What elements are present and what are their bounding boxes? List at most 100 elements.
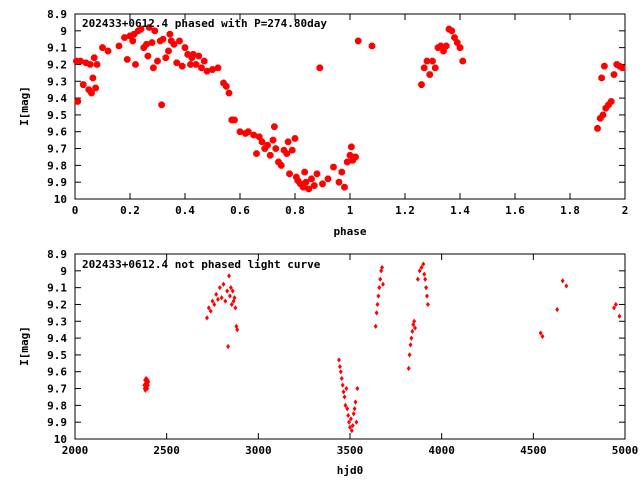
x-tick-label: 2000 bbox=[62, 444, 89, 457]
data-point bbox=[418, 81, 425, 88]
y-tick-label: 10 bbox=[54, 193, 67, 206]
data-point bbox=[145, 377, 150, 383]
x-tick-label: 0.8 bbox=[285, 204, 305, 217]
data-point bbox=[415, 276, 420, 282]
chart-title: 202433+0612.4 phased with P=274.80day bbox=[82, 17, 327, 30]
axis-ticks bbox=[74, 13, 626, 200]
x-axis-label: phase bbox=[333, 225, 366, 238]
x-tick-label: 1.8 bbox=[560, 204, 580, 217]
data-point bbox=[192, 61, 200, 68]
data-point bbox=[610, 71, 618, 78]
data-point bbox=[205, 315, 209, 321]
data-point bbox=[151, 27, 159, 35]
data-point bbox=[338, 369, 343, 375]
data-point bbox=[594, 125, 601, 132]
data-point bbox=[144, 375, 149, 382]
data-point bbox=[123, 56, 131, 63]
data-point bbox=[453, 39, 461, 46]
data-point bbox=[283, 150, 291, 157]
data-point bbox=[337, 357, 341, 363]
data-point bbox=[343, 402, 348, 408]
data-point bbox=[375, 301, 380, 308]
data-point bbox=[417, 268, 422, 274]
data-point bbox=[425, 301, 430, 308]
data-point bbox=[232, 295, 237, 301]
data-point bbox=[217, 285, 222, 291]
data-point bbox=[221, 281, 226, 287]
data-point bbox=[302, 178, 310, 186]
y-tick-label: 9.3 bbox=[47, 75, 67, 88]
plot-frame bbox=[74, 253, 626, 440]
data-point bbox=[373, 323, 378, 329]
data-point bbox=[146, 379, 151, 385]
data-point bbox=[423, 57, 431, 65]
data-point bbox=[408, 342, 413, 348]
data-point bbox=[437, 42, 445, 50]
y-tick-label: 9.5 bbox=[47, 109, 67, 122]
data-points bbox=[142, 261, 622, 434]
data-point bbox=[228, 285, 233, 291]
data-point bbox=[277, 162, 285, 169]
data-point bbox=[352, 406, 357, 412]
y-tick-label: 9.5 bbox=[47, 349, 67, 362]
y-tick-label: 9.8 bbox=[47, 159, 67, 172]
y-tick-label: 9.3 bbox=[47, 315, 67, 328]
data-point bbox=[286, 170, 293, 178]
data-point bbox=[316, 64, 324, 72]
data-point bbox=[425, 293, 429, 299]
data-point bbox=[173, 59, 181, 67]
data-point bbox=[341, 389, 346, 395]
data-point bbox=[343, 158, 351, 166]
data-point bbox=[351, 411, 356, 417]
data-point bbox=[349, 427, 354, 434]
tick-labels: 2000 2500 3000 3500 4000 4500 5000 8.9 9 9.1 9.2 9.… bbox=[47, 248, 638, 457]
data-point bbox=[442, 42, 450, 50]
x-tick-label: 5000 bbox=[612, 444, 639, 457]
data-point bbox=[195, 52, 203, 60]
data-point bbox=[324, 175, 332, 183]
data-point bbox=[426, 71, 434, 78]
data-point bbox=[598, 74, 605, 82]
data-point bbox=[612, 305, 616, 311]
data-point bbox=[410, 328, 415, 334]
data-point bbox=[231, 116, 238, 124]
y-tick-label: 9.4 bbox=[47, 92, 67, 105]
data-point bbox=[348, 143, 355, 151]
y-tick-label: 8.9 bbox=[47, 248, 67, 261]
data-point bbox=[86, 61, 94, 68]
data-point bbox=[99, 44, 106, 51]
x-tick-label: 2500 bbox=[153, 444, 180, 457]
data-point bbox=[229, 301, 234, 308]
data-point bbox=[226, 343, 231, 350]
data-point bbox=[337, 364, 342, 370]
data-point bbox=[431, 64, 439, 72]
data-point bbox=[342, 394, 347, 400]
x-tick-label: 1.6 bbox=[505, 204, 525, 217]
data-point bbox=[319, 180, 326, 188]
data-point bbox=[146, 382, 150, 388]
data-point bbox=[145, 385, 150, 392]
data-point bbox=[555, 306, 560, 313]
data-point bbox=[79, 81, 87, 88]
data-point bbox=[258, 138, 266, 146]
y-tick-label: 10 bbox=[54, 433, 67, 446]
data-point bbox=[203, 67, 211, 75]
data-point bbox=[301, 168, 308, 176]
data-point bbox=[305, 185, 313, 193]
data-point bbox=[607, 98, 615, 105]
data-point bbox=[420, 64, 428, 72]
x-tick-label: 4500 bbox=[520, 444, 547, 457]
data-point bbox=[222, 82, 230, 90]
y-tick-label: 9.2 bbox=[47, 298, 67, 311]
data-point bbox=[219, 295, 224, 301]
data-point bbox=[618, 64, 626, 72]
data-point bbox=[429, 57, 436, 65]
data-point bbox=[368, 42, 376, 50]
data-point bbox=[440, 47, 447, 55]
data-point bbox=[348, 416, 353, 422]
data-point bbox=[272, 145, 280, 152]
y-tick-label: 9.7 bbox=[47, 383, 67, 396]
data-point bbox=[413, 325, 418, 331]
data-point bbox=[345, 406, 350, 412]
data-point bbox=[132, 61, 139, 68]
